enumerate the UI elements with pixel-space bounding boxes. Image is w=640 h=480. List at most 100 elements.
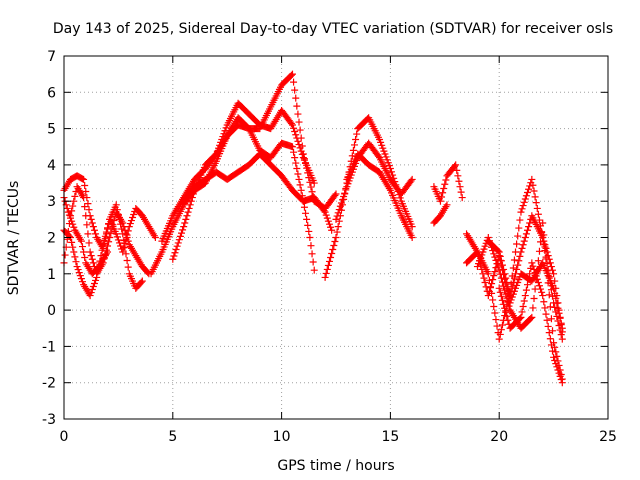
data-point-marker: [553, 312, 561, 320]
data-point-marker: [542, 310, 550, 318]
data-point-marker: [174, 239, 182, 247]
data-point-marker: [520, 237, 528, 245]
data-point-marker: [86, 292, 94, 300]
data-point-marker: [526, 270, 534, 278]
data-point-marker: [337, 199, 345, 207]
data-point-marker: [123, 234, 131, 241]
data-point-marker: [489, 296, 497, 304]
data-point-marker: [514, 261, 522, 269]
data-point-marker: [529, 262, 537, 270]
data-point-marker: [299, 150, 307, 158]
data-point-marker: [88, 219, 96, 227]
data-point-marker: [508, 283, 516, 291]
data-point-marker: [176, 232, 184, 240]
data-point-marker: [295, 141, 303, 149]
data-point-marker: [518, 308, 526, 316]
data-point-marker: [485, 276, 493, 284]
data-point-marker: [330, 241, 338, 249]
data-point-marker: [293, 102, 301, 110]
data-point-marker: [545, 329, 553, 337]
data-point-marker: [70, 223, 78, 231]
data-point-marker: [107, 229, 115, 237]
data-point-marker: [545, 273, 553, 281]
data-point-marker: [495, 284, 503, 292]
data-point-marker: [503, 279, 511, 287]
data-point-marker: [86, 248, 94, 256]
data-point-marker: [102, 228, 110, 236]
data-point-marker: [170, 252, 178, 260]
data-point-marker: [550, 270, 558, 278]
data-point-marker: [308, 188, 316, 196]
data-point-marker: [530, 187, 538, 195]
data-point-marker: [503, 312, 511, 320]
series-trace-k: [343, 150, 416, 241]
data-point-marker: [534, 257, 542, 265]
data-point-marker: [495, 266, 503, 274]
data-point-marker: [353, 130, 361, 138]
y-tick-label: -1: [42, 339, 56, 355]
data-point-marker: [350, 141, 358, 149]
data-point-marker: [290, 124, 298, 132]
data-point-marker: [303, 215, 311, 223]
data-point-marker: [83, 221, 91, 229]
data-point-marker: [129, 214, 137, 222]
data-point-marker: [491, 309, 499, 317]
data-point-marker: [513, 240, 521, 248]
chart-title: Day 143 of 2025, Sidereal Day-to-day VTE…: [53, 21, 613, 37]
y-tick-label: 4: [47, 158, 56, 174]
series-trace-d: [60, 194, 112, 278]
data-point-marker: [541, 241, 549, 249]
data-point-marker: [512, 270, 520, 278]
data-point-marker: [81, 181, 89, 189]
data-point-marker: [334, 223, 342, 231]
data-point-marker: [105, 238, 113, 246]
data-point-marker: [498, 296, 506, 304]
data-point-marker: [439, 189, 447, 197]
data-point-marker: [339, 196, 347, 204]
data-point-marker: [490, 302, 498, 310]
data-point-marker: [454, 172, 462, 180]
data-point-marker: [552, 284, 560, 292]
data-point-marker: [104, 242, 112, 250]
data-point-marker: [333, 228, 341, 236]
data-point-marker: [374, 152, 382, 160]
data-point-marker: [77, 275, 85, 283]
data-point-marker: [89, 259, 97, 267]
y-axis-label: SDTVAR / TECUs: [6, 181, 22, 296]
data-point-marker: [522, 230, 530, 238]
data-point-marker: [325, 220, 333, 228]
data-point-marker: [528, 259, 536, 267]
x-axis-label: GPS time / hours: [277, 458, 394, 474]
data-point-marker: [104, 224, 112, 232]
y-axis-ticks: -3 -2 -1 0 1 2 3 4 5 6 7: [42, 49, 608, 428]
data-point-marker: [173, 242, 181, 250]
data-point-marker: [101, 232, 109, 240]
data-point-marker: [297, 186, 305, 194]
data-point-marker: [114, 236, 122, 244]
series-trace-h: [180, 150, 336, 234]
data-point-marker: [292, 159, 300, 167]
data-point-marker: [539, 234, 547, 241]
data-point-marker: [551, 277, 559, 285]
data-point-marker: [516, 314, 524, 322]
data-point-marker: [179, 226, 187, 234]
data-point-marker: [185, 204, 193, 212]
data-point-marker: [535, 282, 543, 290]
data-point-marker: [302, 209, 310, 217]
data-point-marker: [507, 287, 515, 295]
data-point-marker: [336, 202, 344, 210]
series-trace-m: [430, 201, 451, 227]
data-point-marker: [68, 238, 76, 246]
data-point-marker: [181, 219, 189, 227]
data-point-marker: [331, 191, 339, 199]
data-point-marker: [130, 211, 138, 219]
data-point-marker: [70, 248, 78, 256]
data-point-marker: [120, 223, 128, 231]
data-point-marker: [112, 230, 120, 238]
data-point-marker: [287, 120, 295, 128]
data-point-marker: [100, 237, 108, 245]
data-point-marker: [65, 211, 73, 219]
series-trace-o: [463, 175, 566, 343]
data-point-marker: [182, 215, 190, 223]
data-point-marker: [183, 212, 191, 220]
